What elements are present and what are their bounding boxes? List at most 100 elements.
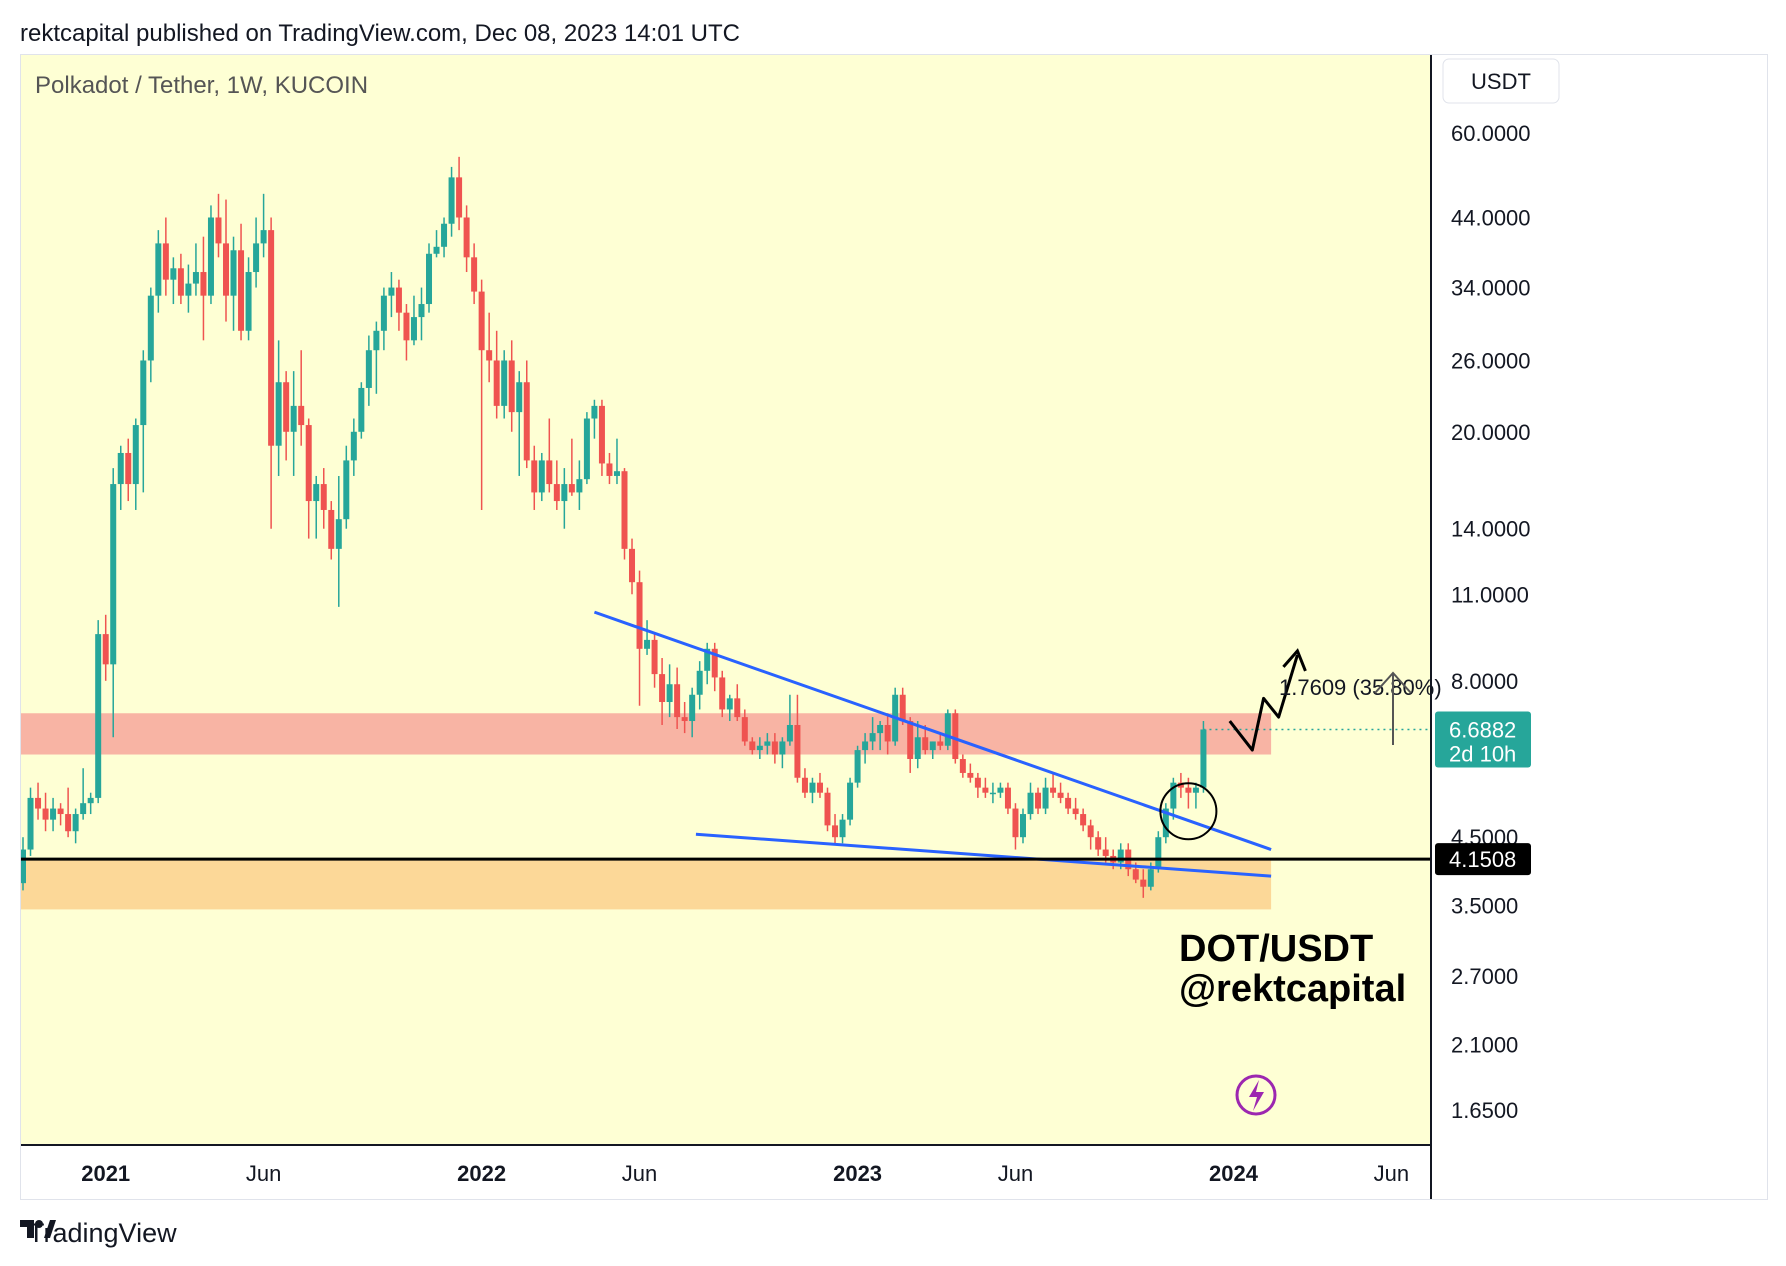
candle-up[interactable] (388, 272, 395, 318)
candle-up[interactable] (764, 733, 771, 755)
candle-up[interactable] (72, 808, 79, 844)
candle-up[interactable] (335, 475, 342, 607)
candle-up[interactable] (862, 733, 869, 764)
candle-up[interactable] (501, 350, 508, 419)
candle-down[interactable] (177, 253, 184, 305)
candle-down[interactable] (801, 768, 808, 798)
candle-up[interactable] (809, 777, 816, 804)
candle-down[interactable] (621, 468, 628, 560)
candle-down[interactable] (711, 642, 718, 692)
candle-up[interactable] (929, 741, 936, 760)
candle-up[interactable] (666, 664, 673, 718)
candle-down[interactable] (1012, 803, 1019, 850)
candle-down[interactable] (1072, 797, 1079, 820)
candle-down[interactable] (824, 787, 831, 832)
candle-up[interactable] (275, 340, 282, 476)
candle-down[interactable] (471, 243, 478, 305)
candle-up[interactable] (147, 287, 154, 383)
candle-up[interactable] (944, 709, 951, 751)
candle-up[interactable] (696, 661, 703, 710)
candle-down[interactable] (974, 772, 981, 798)
tradingview-footer[interactable]: TradingView (20, 1218, 177, 1249)
candle-down[interactable] (215, 193, 222, 258)
candle-up[interactable] (80, 768, 87, 820)
candle-down[interactable] (967, 763, 974, 783)
candle-up[interactable] (847, 777, 854, 826)
candle-down[interactable] (1080, 808, 1087, 832)
candle-down[interactable] (283, 371, 290, 461)
candle-up[interactable] (207, 205, 214, 305)
candle-down[interactable] (305, 418, 312, 539)
candle-up[interactable] (576, 460, 583, 510)
candle-down[interactable] (674, 667, 681, 730)
candle-down[interactable] (553, 460, 560, 510)
candle-up[interactable] (441, 217, 448, 258)
chart-container[interactable]: 1.7609 (35.80%) 60.0000 44.0000 34.0000 26.… (20, 54, 1768, 1200)
currency-button[interactable]: USDT (1442, 58, 1560, 104)
candle-up[interactable] (117, 445, 124, 510)
candle-down[interactable] (42, 792, 49, 832)
candle-down[interactable] (223, 199, 230, 322)
candle-up[interactable] (380, 287, 387, 351)
candle-up[interactable] (786, 694, 793, 746)
candle-down[interactable] (456, 156, 463, 231)
candle-down[interactable] (531, 445, 538, 510)
candle-up[interactable] (358, 382, 365, 439)
candle-down[interactable] (463, 205, 470, 273)
candle-down[interactable] (200, 236, 207, 341)
candle-down[interactable] (832, 814, 839, 844)
candle-up[interactable] (260, 193, 267, 258)
candle-down[interactable] (1050, 772, 1057, 798)
candle-down[interactable] (403, 304, 410, 361)
candle-up[interactable] (779, 737, 786, 769)
candle-down[interactable] (1035, 787, 1042, 815)
candle-up[interactable] (230, 236, 237, 331)
candle-up[interactable] (27, 787, 34, 856)
candle-down[interactable] (1095, 831, 1102, 856)
candle-up[interactable] (373, 321, 380, 394)
candle-down[interactable] (65, 787, 72, 838)
candle-down[interactable] (598, 399, 605, 476)
candle-up[interactable] (561, 468, 568, 529)
candle-up[interactable] (418, 287, 425, 341)
candle-up[interactable] (87, 792, 94, 815)
candle-down[interactable] (741, 709, 748, 746)
candle-down[interactable] (298, 350, 305, 446)
candle-up[interactable] (613, 438, 620, 485)
candle-up[interactable] (343, 445, 350, 529)
candle-down[interactable] (1087, 819, 1094, 850)
candle-down[interactable] (395, 279, 402, 331)
candle-up[interactable] (313, 475, 320, 539)
candle-down[interactable] (268, 217, 275, 529)
candle-down[interactable] (794, 694, 801, 783)
candle-up[interactable] (245, 257, 252, 341)
candle-up[interactable] (726, 694, 733, 722)
candle-down[interactable] (1065, 792, 1072, 815)
candle-down[interactable] (478, 279, 485, 510)
candle-up[interactable] (253, 217, 260, 288)
support-price-label[interactable]: 4.1508 (1435, 843, 1531, 876)
candle-up[interactable] (50, 797, 57, 832)
price-chart[interactable]: 1.7609 (35.80%) 60.0000 44.0000 34.0000 26.… (21, 55, 1767, 1199)
candle-down[interactable] (734, 684, 741, 722)
candle-up[interactable] (997, 782, 1004, 798)
candle-up[interactable] (185, 264, 192, 313)
candle-up[interactable] (290, 371, 297, 476)
candle-up[interactable] (914, 721, 921, 769)
candle-up[interactable] (192, 243, 199, 296)
candle-up[interactable] (350, 418, 357, 476)
candle-up[interactable] (1027, 782, 1034, 820)
candle-up[interactable] (854, 745, 861, 788)
candle-down[interactable] (982, 777, 989, 798)
candle-down[interactable] (493, 330, 500, 419)
candle-up[interactable] (365, 335, 372, 406)
candle-up[interactable] (170, 257, 177, 305)
candle-up[interactable] (689, 687, 696, 738)
candle-up[interactable] (704, 642, 711, 685)
candle-down[interactable] (125, 438, 132, 502)
candle-up[interactable] (1019, 808, 1026, 844)
candle-up[interactable] (1042, 777, 1049, 815)
candle-up[interactable] (132, 418, 139, 510)
candle-down[interactable] (719, 670, 726, 718)
